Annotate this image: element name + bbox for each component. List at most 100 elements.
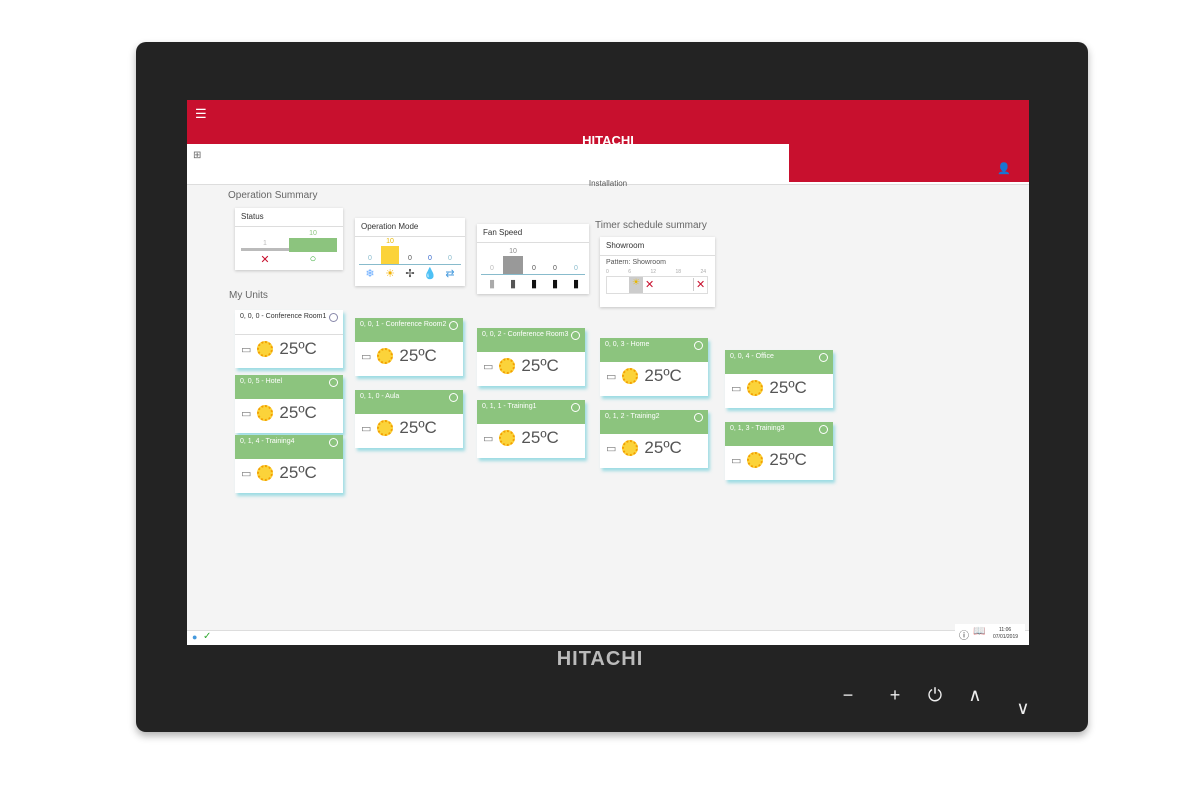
- operation-summary-title: Operation Summary: [228, 190, 318, 201]
- unit-card[interactable]: 0, 1, 1 - Training1 ▭ 25ºC: [477, 400, 585, 458]
- indoor-unit-icon: ▭: [241, 467, 252, 480]
- fan-speed-2-icon: ▮: [509, 278, 517, 290]
- status-card[interactable]: Status 1 10 ✕ ○: [235, 208, 343, 270]
- unit-name: 0, 1, 0 - Aula: [360, 393, 400, 400]
- plus-button[interactable]: +: [889, 685, 901, 705]
- unit-temperature: 25ºC: [279, 339, 317, 358]
- up-button[interactable]: ∧: [968, 685, 982, 705]
- check-icon: ✓: [203, 631, 212, 642]
- unit-card[interactable]: 0, 0, 5 - Hotel ▭ 25ºC: [235, 375, 343, 433]
- indoor-unit-icon: ▭: [731, 382, 742, 395]
- off-event-icon: ✕: [693, 278, 705, 291]
- manual-icon[interactable]: 📖: [973, 626, 986, 637]
- mode-count: 0: [428, 255, 432, 262]
- unit-body: ▭ 25ºC: [600, 434, 708, 462]
- timer-icon: [694, 341, 703, 350]
- indoor-unit-icon: ▭: [241, 343, 252, 356]
- unit-name: 0, 1, 4 - Training4: [240, 438, 295, 445]
- heat-mode-icon: [257, 341, 274, 357]
- status-bar-running: [289, 238, 337, 252]
- user-icon[interactable]: 👤: [997, 163, 1011, 175]
- timer-icon: [571, 403, 580, 412]
- unit-name: 0, 0, 2 - Conference Room3: [482, 331, 569, 338]
- heat-mode-icon: [377, 348, 394, 364]
- card-title: Status: [235, 208, 343, 227]
- unit-body: ▭ 25ºC: [477, 424, 585, 452]
- fan-count: 0: [532, 265, 536, 272]
- header-red-panel: 👤: [789, 144, 1029, 182]
- unit-body: ▭ 25ºC: [235, 399, 343, 427]
- timer-icon: [449, 393, 458, 402]
- info-icon[interactable]: ⓘ: [959, 631, 969, 642]
- unit-body: ▭ 25ºC: [235, 459, 343, 487]
- indoor-unit-icon: ▭: [606, 442, 617, 455]
- tick: 18: [675, 269, 681, 275]
- unit-temperature: 25ºC: [521, 428, 559, 447]
- minus-button[interactable]: −: [842, 685, 854, 705]
- operation-mode-card[interactable]: Operation Mode 0 10 0 0 0 ❄ ☀ ✢ 💧 ⇄: [355, 218, 465, 286]
- indoor-unit-icon: ▭: [483, 432, 494, 445]
- unit-temperature: 25ºC: [399, 346, 437, 365]
- tick: 0: [606, 269, 609, 275]
- unit-card[interactable]: 0, 0, 0 - Conference Room1 ▭ 25ºC: [235, 310, 343, 368]
- unit-body: ▭ 25ºC: [355, 414, 463, 442]
- unit-header: 0, 0, 5 - Hotel: [235, 375, 343, 399]
- menu-icon[interactable]: ☰: [195, 106, 207, 121]
- system-tray: ⓘ 📖 11:06 07/01/2019: [955, 624, 1025, 642]
- unit-card[interactable]: 0, 1, 3 - Training3 ▭ 25ºC: [725, 422, 833, 480]
- drop-icon: 💧: [423, 268, 437, 280]
- unit-card[interactable]: 0, 0, 2 - Conference Room3 ▭ 25ºC: [477, 328, 585, 386]
- heat-mode-icon: [622, 368, 639, 384]
- fan-bar: [503, 256, 523, 274]
- unit-body: ▭ 25ºC: [725, 374, 833, 402]
- unit-card[interactable]: 0, 0, 1 - Conference Room2 ▭ 25ºC: [355, 318, 463, 376]
- card-title: Showroom: [600, 237, 715, 256]
- unit-temperature: 25ºC: [769, 378, 807, 397]
- timer-icon: [819, 353, 828, 362]
- fan-speed-3-icon: ▮: [530, 278, 538, 290]
- unit-card[interactable]: 0, 1, 2 - Training2 ▭ 25ºC: [600, 410, 708, 468]
- unit-card[interactable]: 0, 0, 3 - Home ▭ 25ºC: [600, 338, 708, 396]
- fan-speed-1-icon: ▮: [488, 278, 496, 290]
- timer-icon: [449, 321, 458, 330]
- unit-header: 0, 0, 1 - Conference Room2: [355, 318, 463, 342]
- timer-icon: [819, 425, 828, 434]
- clock-date: 07/01/2019: [993, 634, 1019, 640]
- unit-name: 0, 0, 3 - Home: [605, 341, 650, 348]
- clock-time: 11:06: [999, 627, 1012, 633]
- fan-count: 10: [509, 248, 517, 255]
- heat-mode-icon: [257, 465, 274, 481]
- indoor-unit-icon: ▭: [361, 422, 372, 435]
- unit-header: 0, 1, 1 - Training1: [477, 400, 585, 424]
- power-button[interactable]: ⏻: [927, 685, 943, 705]
- unit-header: 0, 1, 3 - Training3: [725, 422, 833, 446]
- unit-card[interactable]: 0, 0, 4 - Office ▭ 25ºC: [725, 350, 833, 408]
- unit-header: 0, 0, 3 - Home: [600, 338, 708, 362]
- unit-name: 0, 1, 3 - Training3: [730, 425, 785, 432]
- unit-name: 0, 0, 0 - Conference Room1: [240, 313, 327, 320]
- timer-ticks: 0 6 12 18 24: [606, 269, 706, 275]
- installation-tree-icon[interactable]: ⊞: [193, 150, 202, 161]
- fan-count: 0: [490, 265, 494, 272]
- down-button[interactable]: ∨: [1016, 698, 1030, 718]
- auto-icon: ⇄: [445, 268, 455, 280]
- heat-mode-icon: [377, 420, 394, 436]
- unit-card[interactable]: 0, 1, 4 - Training4 ▭ 25ºC: [235, 435, 343, 493]
- card-title: Operation Mode: [355, 218, 465, 237]
- timer-card[interactable]: Showroom Pattern: Showroom 0 6 12 18 24 ☀ ✕ …: [600, 237, 715, 307]
- baseline: [359, 264, 461, 265]
- fan-speed-card[interactable]: Fan Speed 0 10 0 0 0 ▮ ▮ ▮ ▮ ▮: [477, 224, 589, 294]
- timer-icon: [694, 413, 703, 422]
- pattern-label: Pattern: Showroom: [606, 259, 666, 266]
- stopped-count: 1: [263, 240, 267, 247]
- indoor-unit-icon: ▭: [606, 370, 617, 383]
- fan-count: 0: [574, 265, 578, 272]
- heat-mode-icon: [257, 405, 274, 421]
- unit-temperature: 25ºC: [644, 366, 682, 385]
- fan-speed-auto-icon: ▮: [572, 278, 580, 290]
- off-event-icon: ✕: [645, 279, 655, 291]
- unit-name: 0, 0, 4 - Office: [730, 353, 774, 360]
- unit-card[interactable]: 0, 1, 0 - Aula ▭ 25ºC: [355, 390, 463, 448]
- unit-body: ▭ 25ºC: [477, 352, 585, 380]
- brand-band: [187, 130, 1029, 144]
